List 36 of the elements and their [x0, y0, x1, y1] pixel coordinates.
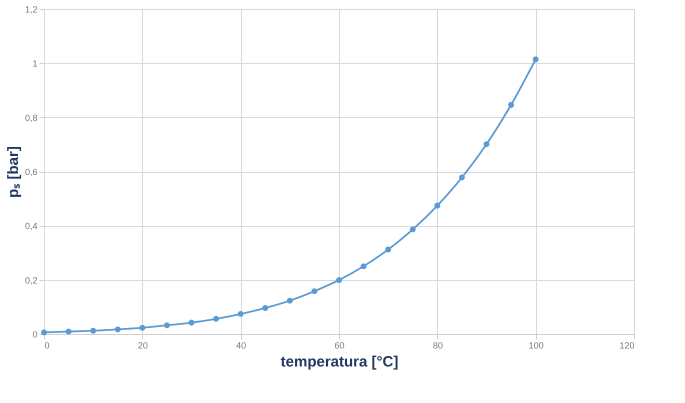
- y-axis-title: pₛ [bar]: [4, 146, 22, 198]
- point: [336, 277, 342, 284]
- x-tick-label: 20: [138, 340, 148, 350]
- point: [139, 324, 146, 331]
- point: [508, 102, 514, 108]
- point: [164, 322, 170, 328]
- point: [213, 316, 220, 322]
- y-tick-label: 0,8: [24, 112, 38, 123]
- point: [385, 246, 392, 252]
- point: [238, 311, 244, 317]
- point: [532, 56, 539, 62]
- x-tick-label: 40: [236, 340, 246, 350]
- point: [114, 326, 121, 332]
- point: [262, 305, 268, 311]
- x-tick-label: 60: [334, 340, 345, 350]
- point: [410, 226, 416, 232]
- x-axis-title: temperatura [°C]: [280, 354, 398, 370]
- y-tick-label: 0,4: [24, 221, 38, 232]
- y-tick-label: 0: [32, 330, 38, 340]
- x-tick-label: 120: [619, 340, 634, 350]
- point: [484, 141, 490, 148]
- point: [311, 288, 318, 294]
- point: [66, 328, 72, 335]
- point: [434, 202, 440, 209]
- point: [286, 298, 293, 304]
- y-tick-label: 0,2: [24, 275, 38, 286]
- point: [188, 320, 194, 326]
- point: [90, 328, 96, 334]
- y-tick-label: 1: [32, 58, 38, 69]
- y-tick-label: 1,2: [24, 4, 38, 14]
- point: [458, 174, 465, 180]
- x-tick-label: 0: [44, 340, 50, 350]
- x-tick-label: 100: [528, 340, 544, 350]
- point: [360, 263, 367, 270]
- y-tick-label: 0,6: [24, 167, 38, 177]
- x-tick-label: 80: [432, 340, 443, 350]
